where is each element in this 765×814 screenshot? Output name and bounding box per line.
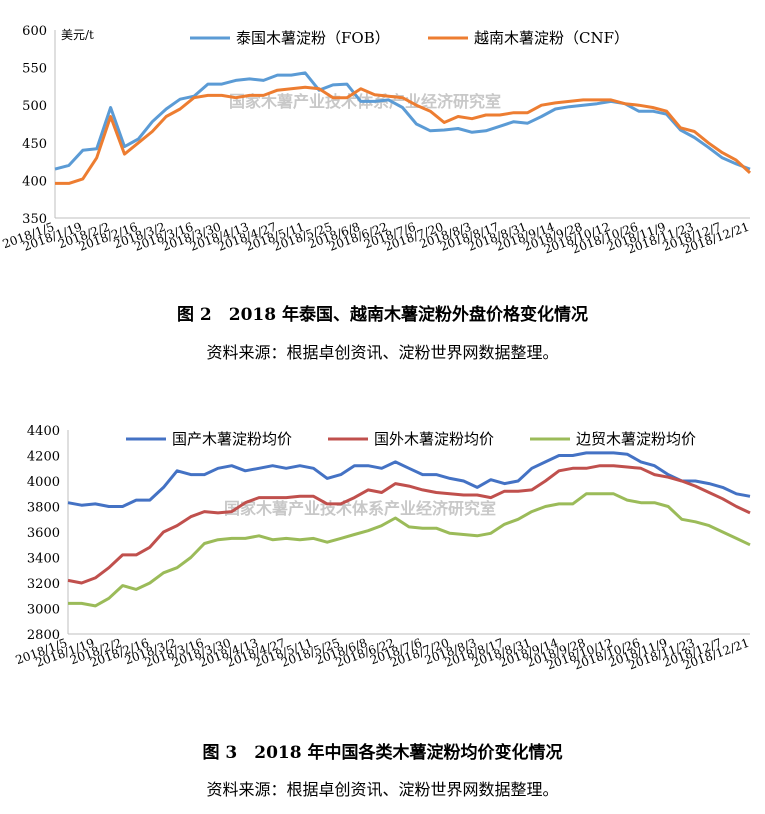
figure-3-source: 资料来源：根据卓创资讯、淀粉世界网数据整理。: [206, 780, 559, 799]
y-tick-label: 500: [22, 99, 47, 114]
y-unit-label: 美元/t: [61, 28, 94, 42]
chart-china-cassava-prices: 2800 3000 3200 3400 3600 3800 4000 4200 4400 2018…: [0, 415, 765, 720]
y-tick-label: 2800: [27, 628, 60, 643]
y-tick-label: 350: [22, 212, 47, 227]
legend-label-1: 越南木薯淀粉（CNF）: [474, 29, 629, 47]
y-tick-label: 450: [22, 137, 47, 152]
y-tick-label: 3800: [27, 501, 60, 516]
y-tick-label: 3600: [27, 526, 60, 541]
chart-thailand-vietnam-prices: 350 400 450 500 550 600 2018/1/5 2018/1/19 2018/…: [0, 0, 765, 290]
y-tick-label: 4200: [27, 450, 60, 465]
series-line-0: [67, 451, 751, 508]
y-tick-label: 600: [22, 24, 47, 39]
series-line-1: [55, 85, 752, 185]
legend-label-0: 泰国木薯淀粉（FOB）: [236, 29, 390, 47]
legend-label-0: 国产木薯淀粉均价: [172, 430, 292, 448]
chart-2-svg: 2800300032003400360038004000420044002018…: [14, 424, 751, 672]
figure-3-caption: 图 3 2018 年中国各类木薯淀粉均价变化情况: [202, 743, 563, 763]
figure-2-caption: 图 2 2018 年泰国、越南木薯淀粉外盘价格变化情况: [177, 305, 588, 325]
chart-1-svg: 3504004505005506002018/1/52018/1/192018/…: [1, 24, 752, 256]
series-line-0: [54, 71, 751, 171]
legend-label-1: 国外木薯淀粉均价: [374, 430, 494, 448]
y-tick-label: 3000: [27, 603, 60, 618]
y-tick-label: 3400: [27, 552, 60, 567]
series-line-2: [68, 492, 751, 608]
y-tick-label: 4400: [27, 424, 60, 439]
y-tick-label: 3200: [27, 577, 60, 592]
series-line-1: [67, 464, 751, 585]
figure-2-source: 资料来源：根据卓创资讯、淀粉世界网数据整理。: [206, 343, 559, 362]
y-tick-label: 550: [22, 62, 47, 77]
watermark-text: 国家木薯产业技术体系产业经济研究室: [224, 499, 496, 518]
y-tick-label: 400: [22, 174, 47, 189]
y-tick-label: 4000: [27, 475, 60, 490]
legend-label-2: 边贸木薯淀粉均价: [576, 430, 696, 448]
